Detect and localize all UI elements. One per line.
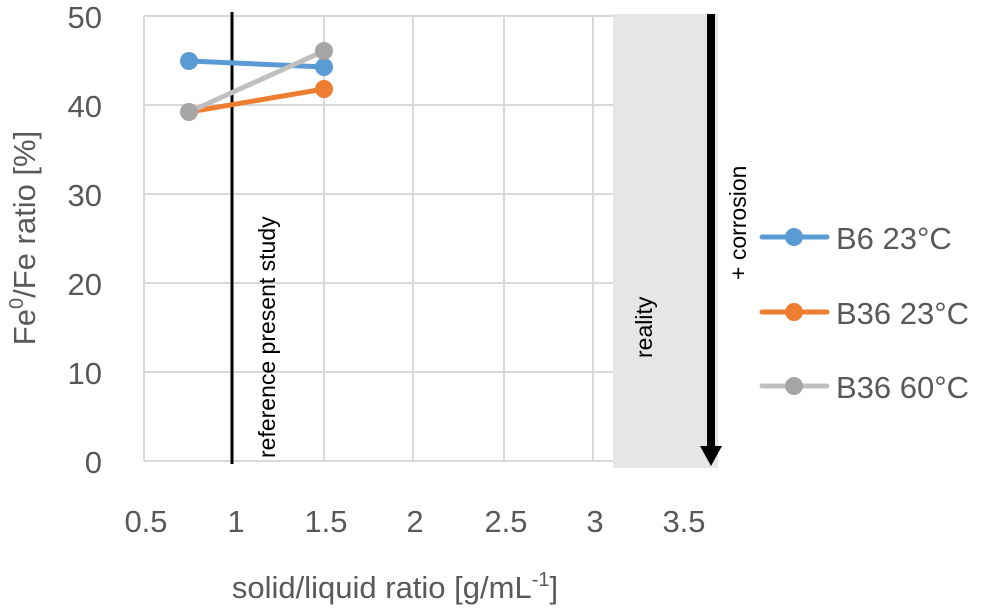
corrosion-label: + corrosion [725, 166, 751, 280]
series-b6-23 [180, 52, 333, 76]
svg-text:1: 1 [227, 504, 244, 539]
svg-text:40: 40 [68, 89, 102, 124]
arrow-down-icon [700, 446, 722, 466]
svg-text:B36 60°C: B36 60°C [836, 370, 969, 405]
series-b36-60 [180, 42, 333, 121]
legend-item-b6-23: B6 23°C [759, 221, 952, 256]
legend-item-b36-23: B36 23°C [759, 296, 969, 331]
reality-region [613, 14, 718, 468]
svg-text:0: 0 [85, 445, 102, 480]
svg-text:50: 50 [68, 0, 102, 35]
svg-text:0.5: 0.5 [124, 504, 167, 539]
x-axis-title: solid/liquid ratio [g/mL-1] [232, 569, 558, 605]
series-b36-23 [186, 80, 333, 115]
svg-text:2: 2 [406, 504, 423, 539]
y-axis-ticks: 0 10 20 30 40 50 [68, 0, 102, 480]
grid [143, 15, 613, 462]
legend-item-b36-60: B36 60°C [759, 370, 969, 405]
x-axis-ticks: 0.5 1 1.5 2 2.5 3 3.5 [124, 504, 705, 539]
y-axis-title: Fe0/Fe ratio [%] [6, 131, 42, 345]
svg-text:2.5: 2.5 [484, 504, 527, 539]
svg-text:30: 30 [68, 178, 102, 213]
svg-text:1.5: 1.5 [304, 504, 347, 539]
svg-text:20: 20 [68, 267, 102, 302]
svg-text:10: 10 [68, 356, 102, 391]
svg-text:3: 3 [586, 504, 603, 539]
svg-text:B36 23°C: B36 23°C [836, 296, 969, 331]
reality-label: reality [631, 296, 657, 358]
svg-text:B6 23°C: B6 23°C [836, 221, 952, 256]
reference-label: reference present study [254, 216, 280, 458]
legend: B6 23°C B36 23°C B36 60°C [759, 221, 969, 405]
svg-text:3.5: 3.5 [662, 504, 705, 539]
